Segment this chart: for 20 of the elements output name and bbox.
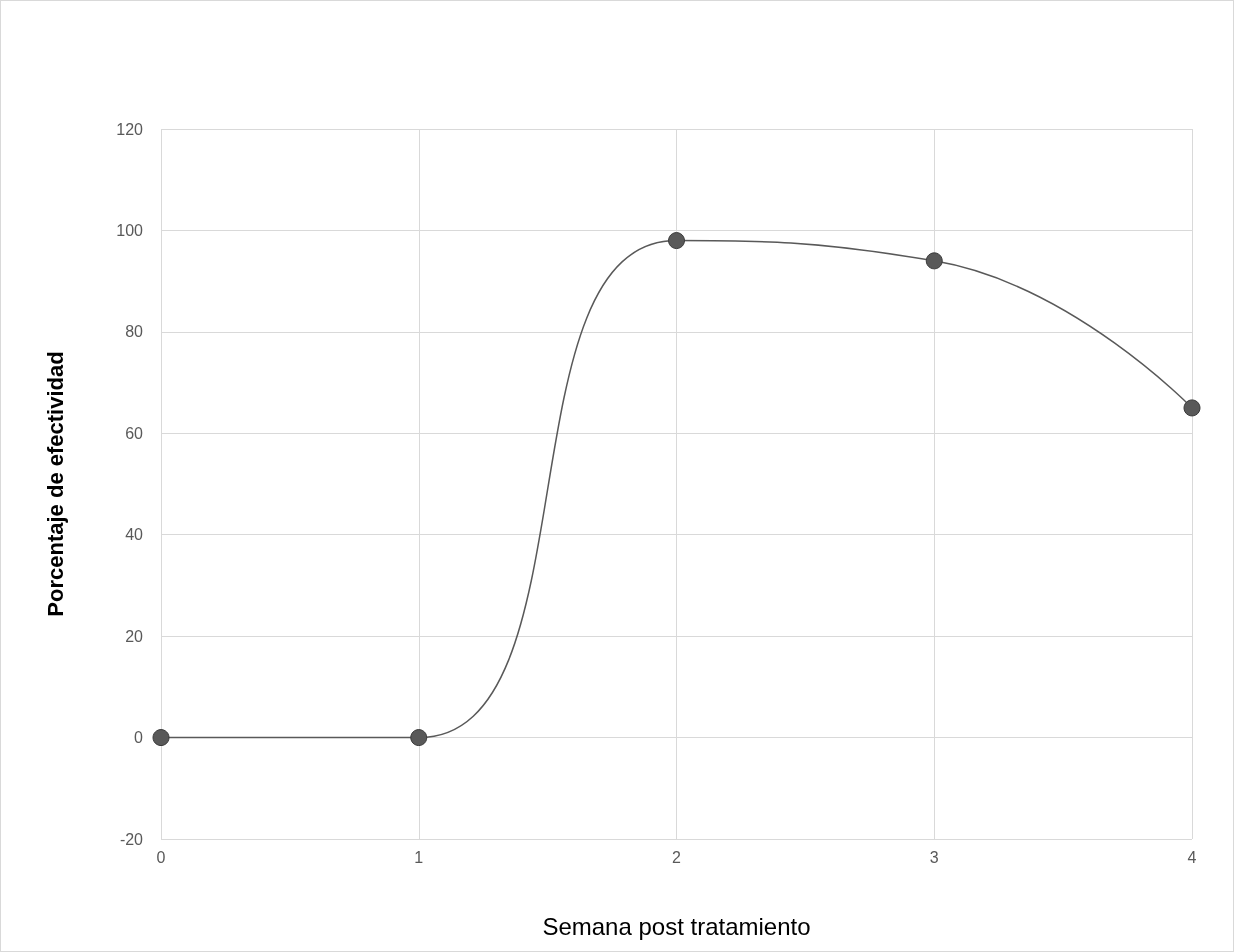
x-tick-label: 4 (1187, 848, 1197, 866)
y-tick-label: 60 (125, 424, 144, 442)
point (925, 252, 943, 270)
y-tick-label: 0 (134, 729, 144, 747)
point (1183, 399, 1201, 417)
point (668, 232, 685, 250)
y-tick-label: 40 (125, 526, 144, 544)
x-axis-title: Semana post tratamiento (542, 912, 811, 940)
y-tick-label: 20 (125, 627, 144, 645)
x-tick-label: 2 (672, 848, 682, 866)
y-tick-label: -20 (119, 830, 144, 848)
y-tick-label: 120 (116, 120, 144, 138)
y-axis-title: Porcentaje de efectividad (42, 351, 68, 617)
point (152, 729, 170, 747)
point (410, 729, 428, 747)
x-tick-label: 3 (929, 848, 939, 866)
x-tick-label: 0 (156, 848, 166, 866)
y-tick-label: 80 (125, 323, 144, 341)
x-tick-label: 1 (414, 848, 424, 866)
y-tick-label: 100 (116, 221, 144, 239)
